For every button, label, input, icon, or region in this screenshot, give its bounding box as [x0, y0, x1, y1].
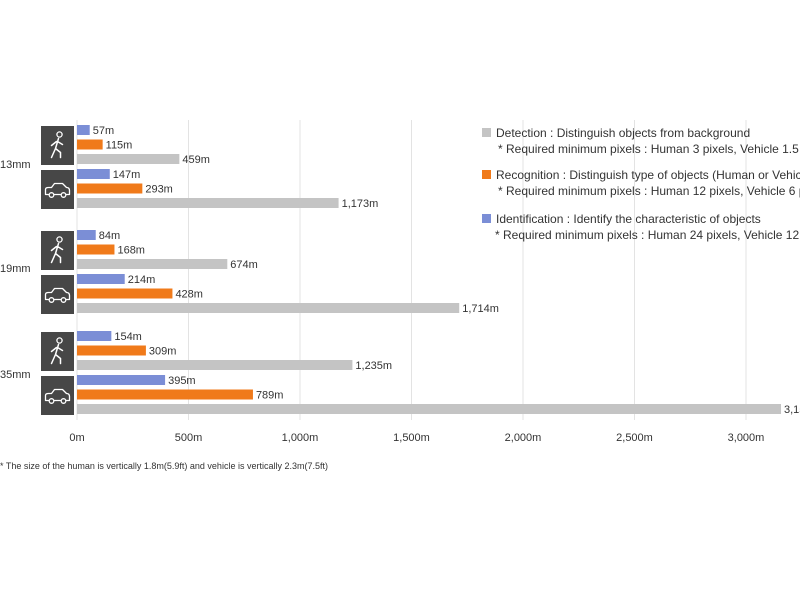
person-body	[50, 137, 64, 159]
car-wheel	[48, 398, 55, 404]
recognition-bar	[77, 139, 103, 150]
lens-label: 35mm	[0, 369, 31, 381]
value-label: 84m	[99, 230, 120, 242]
x-tick-label: 0m	[69, 432, 84, 444]
legend-label: Recognition : Distinguish type of object…	[496, 168, 800, 182]
identification-bar	[77, 375, 166, 385]
recognition-bar	[77, 288, 173, 299]
legend-label: Identification : Identify the characteri…	[496, 212, 761, 226]
x-tick-label: 2,500m	[616, 432, 653, 444]
person-head	[56, 337, 63, 344]
icon-background	[41, 275, 74, 314]
recognition-bar	[77, 244, 115, 255]
legend-note: * Required minimum pixels : Human 24 pix…	[495, 228, 800, 242]
value-label: 1,714m	[462, 303, 499, 315]
walking-person-icon	[41, 231, 74, 270]
value-label: 214m	[128, 274, 156, 286]
lens-label: 13mm	[0, 159, 31, 171]
icon-background	[41, 332, 74, 371]
value-label: 674m	[230, 259, 258, 271]
recognition-bar	[77, 183, 143, 194]
car-icon	[41, 275, 74, 314]
recognition-bar	[77, 389, 253, 400]
x-tick-label: 3,000m	[728, 432, 765, 444]
lens-group-35mm: 35mm 154m 309m 1,235m 395m 789m 3,157m	[0, 331, 800, 416]
recognition-legend-swatch	[482, 170, 491, 179]
footnote: * The size of the human is vertically 1.…	[0, 461, 328, 471]
car-body	[44, 388, 71, 402]
person-body	[50, 242, 64, 264]
car-wheel	[48, 192, 55, 198]
grid-lines	[76, 120, 747, 420]
car-icon	[41, 170, 74, 209]
car-wheel	[60, 192, 67, 198]
value-label: 789m	[256, 390, 284, 402]
identification-bar	[77, 331, 112, 341]
identification-bar	[77, 169, 110, 179]
value-label: 1,235m	[355, 360, 392, 372]
x-tick-label: 500m	[175, 432, 203, 444]
lens-group-13mm: 13mm 57m 115m 459m 147m 293m 1,173m	[0, 125, 378, 210]
walking-person-icon	[41, 332, 74, 371]
legend: Detection : Distinguish objects from bac…	[482, 126, 800, 242]
lens-label: 19mm	[0, 263, 31, 275]
car-wheel	[60, 297, 67, 303]
x-tick-label: 2,000m	[505, 432, 542, 444]
value-label: 459m	[182, 154, 210, 166]
legend-note: * Required minimum pixels : Human 12 pix…	[498, 184, 800, 198]
legend-label: Detection : Distinguish objects from bac…	[496, 126, 750, 140]
identification-bar	[77, 274, 125, 284]
x-tick-label: 1,500m	[393, 432, 430, 444]
detection-bar	[77, 259, 228, 269]
value-label: 293m	[145, 184, 173, 196]
detection-bar	[77, 198, 339, 208]
detection-bar	[77, 303, 460, 313]
icon-background	[41, 126, 74, 165]
x-tick-label: 1,000m	[282, 432, 319, 444]
car-body	[44, 182, 71, 196]
car-icon	[41, 376, 74, 415]
detection-bar	[77, 360, 353, 370]
car-body	[44, 287, 71, 301]
icon-background	[41, 376, 74, 415]
value-label: 147m	[113, 169, 141, 181]
person-head	[56, 131, 63, 138]
value-label: 168m	[117, 245, 145, 257]
value-label: 428m	[175, 289, 203, 301]
car-wheel	[48, 297, 55, 303]
person-body	[50, 343, 64, 365]
icon-background	[41, 231, 74, 270]
identification-legend-swatch	[482, 214, 491, 223]
lens-group-19mm: 19mm 84m 168m 674m 214m 428m 1,714m	[0, 230, 499, 315]
identification-bar	[77, 230, 96, 240]
detection-bar	[77, 154, 180, 164]
walking-person-icon	[41, 126, 74, 165]
value-label: 395m	[168, 375, 196, 387]
detection-bar	[77, 404, 782, 414]
person-head	[56, 236, 63, 243]
value-label: 154m	[114, 331, 142, 343]
value-label: 57m	[93, 125, 114, 137]
detection-legend-swatch	[482, 128, 491, 137]
value-label: 115m	[106, 140, 133, 152]
value-label: 3,157m	[784, 404, 800, 416]
recognition-bar	[77, 345, 146, 356]
icon-background	[41, 170, 74, 209]
value-label: 309m	[149, 346, 177, 358]
legend-note: * Required minimum pixels : Human 3 pixe…	[498, 142, 800, 156]
car-wheel	[60, 398, 67, 404]
identification-bar	[77, 125, 90, 135]
value-label: 1,173m	[342, 198, 379, 210]
